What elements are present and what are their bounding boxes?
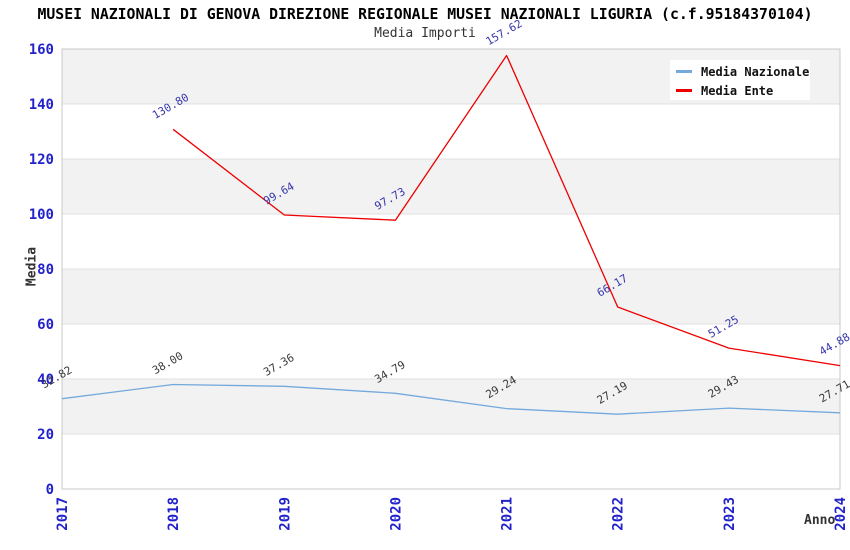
legend: Media Nazionale Media Ente bbox=[670, 60, 810, 100]
x-tick-label: 2021 bbox=[500, 497, 516, 531]
y-tick-label: 140 bbox=[29, 97, 54, 113]
x-tick-label: 2024 bbox=[833, 497, 849, 531]
chart-subtitle: Media Importi bbox=[374, 26, 476, 41]
x-tick-label: 2019 bbox=[277, 497, 293, 531]
media-nazionale-line bbox=[61, 383, 841, 415]
y-tick-label: 80 bbox=[37, 262, 54, 278]
y-tick-label: 0 bbox=[46, 482, 54, 498]
x-tick-label: 2022 bbox=[611, 497, 627, 531]
x-tick-label: 2020 bbox=[388, 497, 404, 531]
plot-band bbox=[62, 159, 840, 214]
plot-band bbox=[62, 214, 840, 269]
x-tick-label: 2023 bbox=[722, 497, 738, 531]
plot-area-border bbox=[61, 48, 841, 490]
y-tick-label: 60 bbox=[37, 317, 54, 333]
legend-item-media-nazionale: Media Nazionale bbox=[676, 62, 810, 81]
media-ente-line-swatch-icon bbox=[676, 89, 692, 92]
x-tick-label: 2017 bbox=[55, 497, 71, 531]
y-tick-label: 120 bbox=[29, 152, 54, 168]
plot-band bbox=[62, 379, 840, 434]
legend-label: Media Ente bbox=[701, 83, 774, 98]
y-tick-label: 20 bbox=[37, 427, 54, 443]
plot-band bbox=[62, 269, 840, 324]
y-axis-title: Media bbox=[24, 246, 40, 287]
plot-band bbox=[62, 434, 840, 489]
legend-label: Media Nazionale bbox=[701, 64, 810, 79]
chart-title: MUSEI NAZIONALI DI GENOVA DIREZIONE REGI… bbox=[37, 6, 813, 23]
legend-item-media-ente: Media Ente bbox=[676, 81, 810, 100]
x-tick-label: 2018 bbox=[166, 497, 182, 531]
y-tick-label: 160 bbox=[29, 42, 54, 58]
plot-band bbox=[62, 324, 840, 379]
y-tick-label: 100 bbox=[29, 207, 54, 223]
y-tick-label: 40 bbox=[37, 372, 54, 388]
plot-band bbox=[62, 104, 840, 159]
media-ente-line bbox=[172, 54, 841, 367]
media-nazionale-line-swatch-icon bbox=[676, 70, 692, 73]
x-axis-title: Anno bbox=[804, 513, 836, 528]
